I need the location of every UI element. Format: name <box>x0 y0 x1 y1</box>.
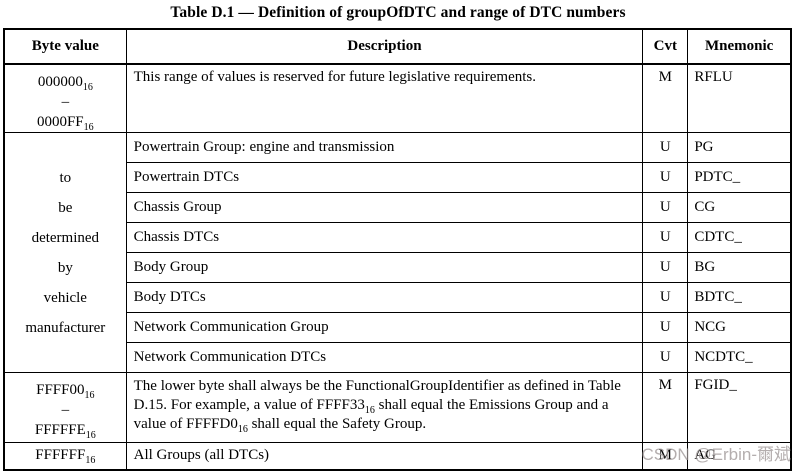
cvt-cell: M <box>642 63 689 133</box>
description-cell: Chassis Group <box>125 192 644 223</box>
cvt-cell: U <box>642 222 689 253</box>
description-cell: Powertrain DTCs <box>125 162 644 193</box>
header-cvt: Cvt <box>642 28 689 65</box>
cvt-cell: U <box>642 312 689 343</box>
description-cell: Body Group <box>125 252 644 283</box>
header-byte-value: Byte value <box>3 28 127 65</box>
cvt-cell: U <box>642 252 689 283</box>
cvt-cell: U <box>642 132 689 163</box>
cvt-cell: U <box>642 282 689 313</box>
table-row: Network Communication DTCs U NCDTC_ <box>4 342 792 373</box>
table-row: FFFF0016– FFFFFE16 The lower byte shall al… <box>3 372 792 443</box>
mnemonic-cell: NCG <box>687 312 792 343</box>
mnemonic-cell: RFLU <box>687 63 792 133</box>
dtc-definition-table: Byte value Description Cvt Mnemonic 0000… <box>3 28 792 471</box>
description-cell: Chassis DTCs <box>125 222 644 253</box>
description-cell: This range of values is reserved for fut… <box>125 63 644 133</box>
mnemonic-cell: BG <box>687 252 792 283</box>
table-title: Table D.1 — Definition of groupOfDTC and… <box>170 4 626 21</box>
cvt-cell: M <box>642 442 689 470</box>
header-mnemonic: Mnemonic <box>687 28 792 65</box>
table-row: Body DTCs U BDTC_ <box>4 282 792 313</box>
table-row: FFFFFF16 All Groups (all DTCs) M AG <box>3 442 792 470</box>
description-cell: The lower byte shall always be the Funct… <box>125 372 644 443</box>
description-cell: Network Communication DTCs <box>125 342 644 373</box>
mnemonic-cell: PG <box>687 132 792 163</box>
table-row: Powertrain DTCs U PDTC_ <box>4 162 792 193</box>
cvt-cell: U <box>642 342 689 373</box>
description-cell: All Groups (all DTCs) <box>125 442 644 470</box>
byte-value-cell: FFFF0016– FFFFFE16 <box>3 372 127 443</box>
cvt-cell: U <box>642 162 689 193</box>
byte-value-cell: to be determined by vehicle manufacturer <box>3 132 127 373</box>
byte-value-cell: FFFFFF16 <box>3 442 127 470</box>
description-cell: Powertrain Group: engine and transmissio… <box>125 132 644 163</box>
table-header-row: Byte value Description Cvt Mnemonic <box>3 28 792 65</box>
header-description: Description <box>125 28 644 65</box>
table-body: 00000016–0000FF16 This range of values is… <box>3 63 792 470</box>
cvt-cell: M <box>642 372 689 443</box>
description-cell: Network Communication Group <box>125 312 644 343</box>
mnemonic-cell: BDTC_ <box>687 282 792 313</box>
cvt-cell: U <box>642 192 689 223</box>
mnemonic-cell: PDTC_ <box>687 162 792 193</box>
mnemonic-cell: NCDTC_ <box>687 342 792 373</box>
mnemonic-cell: CG <box>687 192 792 223</box>
byte-value-cell: 00000016–0000FF16 <box>3 63 127 133</box>
mnemonic-cell: FGID_ <box>687 372 792 443</box>
mnemonic-cell: AG <box>687 442 792 470</box>
mnemonic-cell: CDTC_ <box>687 222 792 253</box>
table-row: to be determined by vehicle manufacturer Power… <box>3 132 792 373</box>
table-row: 00000016–0000FF16 This range of values is… <box>3 63 792 133</box>
table-row: Body Group U BG <box>4 252 792 283</box>
description-cell: Body DTCs <box>125 282 644 313</box>
table-row: Chassis DTCs U CDTC_ <box>4 222 792 253</box>
